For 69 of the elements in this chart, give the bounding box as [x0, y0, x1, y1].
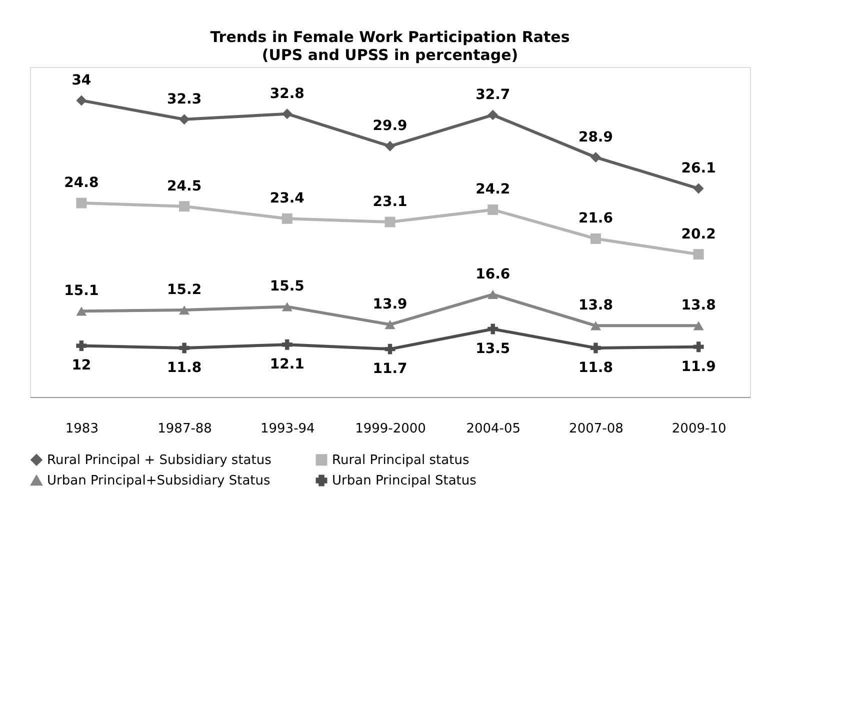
legend-label: Rural Principal status — [332, 452, 470, 468]
point — [76, 95, 87, 106]
x-tick-label: 1999-2000 — [355, 422, 426, 436]
chart-subtitle: (UPS and UPSS in percentage) — [262, 46, 518, 64]
point — [488, 324, 498, 334]
point — [693, 342, 704, 352]
data-label: 15.5 — [270, 278, 304, 295]
x-tick-label: 2007-08 — [569, 422, 624, 436]
point — [282, 108, 292, 120]
data-label: 11.7 — [372, 361, 408, 378]
point — [76, 198, 87, 208]
data-label: 24.5 — [167, 178, 202, 194]
x-tick-label: 1993-94 — [260, 422, 315, 436]
data-label: 34 — [72, 72, 92, 88]
data-label: 21.6 — [578, 210, 613, 227]
data-label: 11.8 — [167, 360, 202, 376]
point — [179, 342, 190, 354]
x-tick-label: 2009-10 — [672, 422, 726, 436]
point — [384, 216, 396, 228]
data-label: 11.9 — [681, 358, 716, 375]
data-label: 13.5 — [476, 340, 510, 357]
point — [488, 110, 498, 120]
point — [282, 213, 292, 224]
data-label: 12 — [72, 358, 92, 374]
data-label: 32.8 — [270, 86, 304, 102]
data-label: 16.6 — [476, 266, 510, 282]
point — [693, 321, 704, 330]
data-label: 26.1 — [681, 160, 716, 177]
legend-label: Rural Principal + Subsidiary status — [47, 452, 272, 468]
x-tick-label: 1987-88 — [158, 422, 212, 436]
point — [488, 290, 498, 299]
point — [179, 201, 190, 212]
point — [384, 344, 396, 354]
data-label: 23.1 — [372, 194, 408, 210]
point — [384, 320, 396, 330]
data-label: 11.8 — [578, 360, 613, 376]
x-tick-label: 1983 — [65, 422, 98, 436]
data-label: 13.8 — [681, 298, 716, 314]
legend-label: Urban Principal+Subsidiary Status — [47, 474, 271, 488]
point — [76, 340, 87, 351]
point — [179, 306, 190, 315]
data-label: 13.9 — [372, 296, 408, 313]
data-label: 20.2 — [681, 226, 716, 242]
point — [590, 233, 601, 244]
point — [179, 114, 190, 125]
x-tick-label: 2004-05 — [466, 422, 521, 436]
data-label: 28.9 — [578, 129, 613, 146]
data-label: 23.4 — [270, 190, 305, 207]
legend-label: Urban Principal Status — [332, 474, 477, 488]
data-label: 15.1 — [64, 283, 99, 300]
point — [282, 339, 292, 350]
data-label: 15.2 — [167, 282, 202, 298]
point — [590, 321, 601, 330]
point — [384, 140, 396, 152]
point — [488, 204, 498, 215]
data-label: 24.2 — [476, 182, 510, 198]
chart-title: Trends in Female Work Participation Rates — [210, 28, 570, 46]
data-label: 32.3 — [167, 91, 202, 108]
data-label: 32.7 — [476, 86, 510, 103]
point — [590, 152, 601, 163]
data-label: 12.1 — [270, 356, 304, 373]
point — [76, 306, 87, 316]
point — [693, 183, 704, 194]
data-label: 29.9 — [372, 118, 408, 134]
data-label: 13.8 — [578, 298, 613, 314]
point — [693, 249, 704, 260]
point — [282, 302, 292, 312]
data-label: 24.8 — [64, 175, 99, 192]
point — [590, 342, 601, 354]
